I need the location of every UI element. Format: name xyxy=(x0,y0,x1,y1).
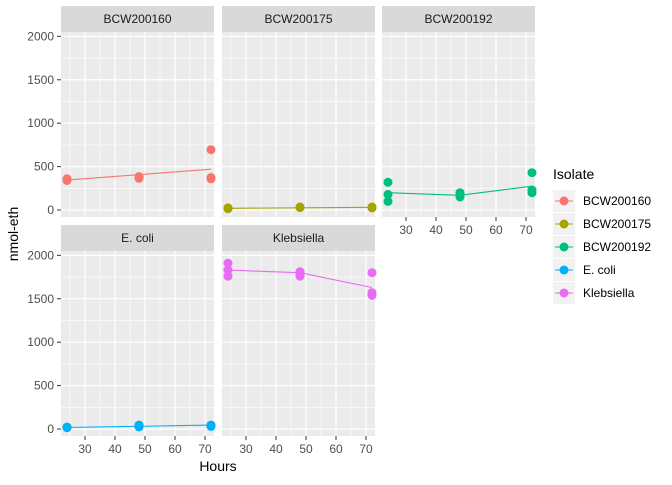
x-tick-label: 50 xyxy=(138,442,152,456)
facet-strip-label: E. coli xyxy=(121,231,154,245)
data-point xyxy=(295,202,305,212)
x-tick-label: 40 xyxy=(108,442,122,456)
panel-background xyxy=(382,32,535,217)
data-point xyxy=(367,268,377,278)
data-point xyxy=(455,188,465,198)
facet-strip xyxy=(61,225,214,251)
legend-key-point xyxy=(559,242,569,252)
legend-key-point xyxy=(559,288,569,298)
x-tick-label: 70 xyxy=(359,442,373,456)
legend-entry-label: BCW200160 xyxy=(583,194,651,208)
y-tick-label: 1500 xyxy=(27,73,54,87)
x-tick-label: 30 xyxy=(239,442,253,456)
panel-background xyxy=(61,32,214,217)
x-tick-label: 40 xyxy=(429,223,443,237)
legend-key-point xyxy=(559,219,569,229)
panel-background xyxy=(222,32,375,217)
facet-strip xyxy=(382,6,535,32)
x-tick-label: 50 xyxy=(459,223,473,237)
data-point xyxy=(527,185,537,195)
data-point xyxy=(223,265,233,275)
data-point xyxy=(383,177,393,187)
x-tick-label: 30 xyxy=(399,223,413,237)
data-point xyxy=(295,267,305,277)
facet-strip-label: BCW200160 xyxy=(103,12,171,26)
x-tick-label: 50 xyxy=(299,442,313,456)
data-point xyxy=(134,420,144,430)
data-point xyxy=(223,258,233,268)
legend-key-point xyxy=(559,196,569,206)
y-tick-label: 1000 xyxy=(27,116,54,130)
legend-title: Isolate xyxy=(553,166,594,182)
legend-entry-label: Klebsiella xyxy=(583,286,635,300)
facet-strip xyxy=(222,6,375,32)
facet-strip-label: BCW200192 xyxy=(424,12,492,26)
panel-background xyxy=(222,251,375,436)
data-point xyxy=(206,145,216,155)
facet-strip xyxy=(222,225,375,251)
y-tick-label: 2000 xyxy=(27,29,54,43)
data-point xyxy=(134,172,144,182)
data-point xyxy=(367,202,377,212)
y-tick-label: 500 xyxy=(34,160,54,174)
y-tick-label: 0 xyxy=(47,422,54,436)
data-point xyxy=(62,174,72,184)
y-tick-label: 2000 xyxy=(27,248,54,262)
panel-background xyxy=(61,251,214,436)
data-point xyxy=(223,203,233,213)
y-axis-title: nmol-eth xyxy=(5,207,21,261)
data-point xyxy=(383,196,393,206)
x-tick-label: 60 xyxy=(168,442,182,456)
data-point xyxy=(367,288,377,298)
facet-strip-label: Klebsiella xyxy=(273,231,325,245)
y-tick-label: 1500 xyxy=(27,292,54,306)
data-point xyxy=(383,189,393,199)
x-tick-label: 70 xyxy=(198,442,212,456)
facet-strip xyxy=(61,6,214,32)
x-tick-label: 60 xyxy=(329,442,343,456)
legend-entry-label: BCW200175 xyxy=(583,217,651,231)
legend-entry-label: E. coli xyxy=(583,263,616,277)
data-point xyxy=(62,422,72,432)
x-axis-title: Hours xyxy=(199,458,236,474)
data-point xyxy=(527,168,537,178)
legend-key-point xyxy=(559,265,569,275)
y-tick-label: 1000 xyxy=(27,335,54,349)
x-tick-label: 30 xyxy=(78,442,92,456)
x-tick-label: 70 xyxy=(519,223,533,237)
x-tick-label: 40 xyxy=(269,442,283,456)
y-tick-label: 500 xyxy=(34,379,54,393)
data-point xyxy=(206,420,216,430)
legend-entry-label: BCW200192 xyxy=(583,240,651,254)
facet-strip-label: BCW200175 xyxy=(264,12,332,26)
x-tick-label: 60 xyxy=(489,223,503,237)
data-point xyxy=(206,173,216,182)
y-tick-label: 0 xyxy=(47,203,54,217)
